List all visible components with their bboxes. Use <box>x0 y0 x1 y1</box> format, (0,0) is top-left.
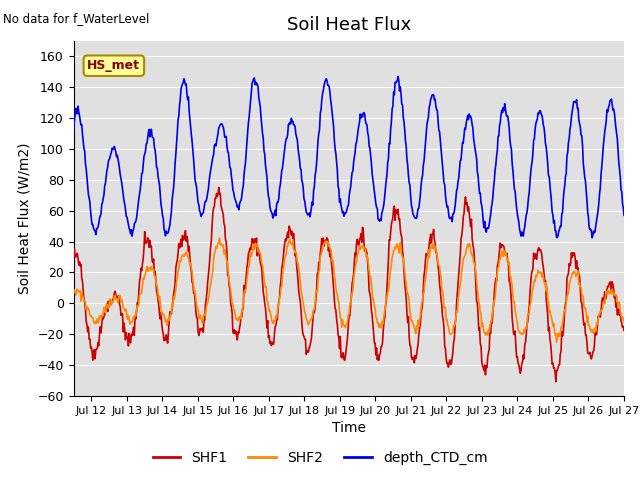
SHF1 <box>620 328 628 334</box>
SHF1 <box>72 254 79 260</box>
SHF2 <box>620 319 628 324</box>
depth_CTD_cm <box>305 211 312 216</box>
SHF1 <box>326 254 333 260</box>
SHF2 <box>216 235 223 241</box>
Title: Soil Heat Flux: Soil Heat Flux <box>287 16 411 34</box>
SHF1 <box>305 345 313 351</box>
SHF2 <box>326 245 333 251</box>
SHF2 <box>479 320 486 326</box>
depth_CTD_cm <box>325 84 333 90</box>
X-axis label: Time: Time <box>332 421 366 435</box>
SHF2 <box>72 292 79 298</box>
depth_CTD_cm <box>70 127 77 133</box>
SHF2 <box>305 319 313 325</box>
Line: SHF1: SHF1 <box>74 187 624 382</box>
Text: No data for f_WaterLevel: No data for f_WaterLevel <box>3 12 150 25</box>
depth_CTD_cm <box>72 106 79 111</box>
SHF1 <box>465 210 473 216</box>
SHF2 <box>553 339 561 345</box>
Line: SHF2: SHF2 <box>74 238 624 342</box>
depth_CTD_cm <box>147 129 154 134</box>
SHF1 <box>70 254 77 260</box>
SHF2 <box>147 267 154 273</box>
depth_CTD_cm <box>465 111 473 117</box>
depth_CTD_cm <box>394 73 402 79</box>
Text: HS_met: HS_met <box>88 59 140 72</box>
depth_CTD_cm <box>588 235 596 240</box>
SHF1 <box>479 363 486 369</box>
SHF1 <box>147 244 154 250</box>
SHF2 <box>465 241 473 247</box>
Y-axis label: Soil Heat Flux (W/m2): Soil Heat Flux (W/m2) <box>18 143 32 294</box>
SHF1 <box>552 379 560 384</box>
SHF2 <box>70 289 77 295</box>
Line: depth_CTD_cm: depth_CTD_cm <box>74 76 624 238</box>
Legend: SHF1, SHF2, depth_CTD_cm: SHF1, SHF2, depth_CTD_cm <box>147 445 493 471</box>
SHF1 <box>215 184 223 190</box>
depth_CTD_cm <box>479 209 486 215</box>
depth_CTD_cm <box>620 212 628 218</box>
